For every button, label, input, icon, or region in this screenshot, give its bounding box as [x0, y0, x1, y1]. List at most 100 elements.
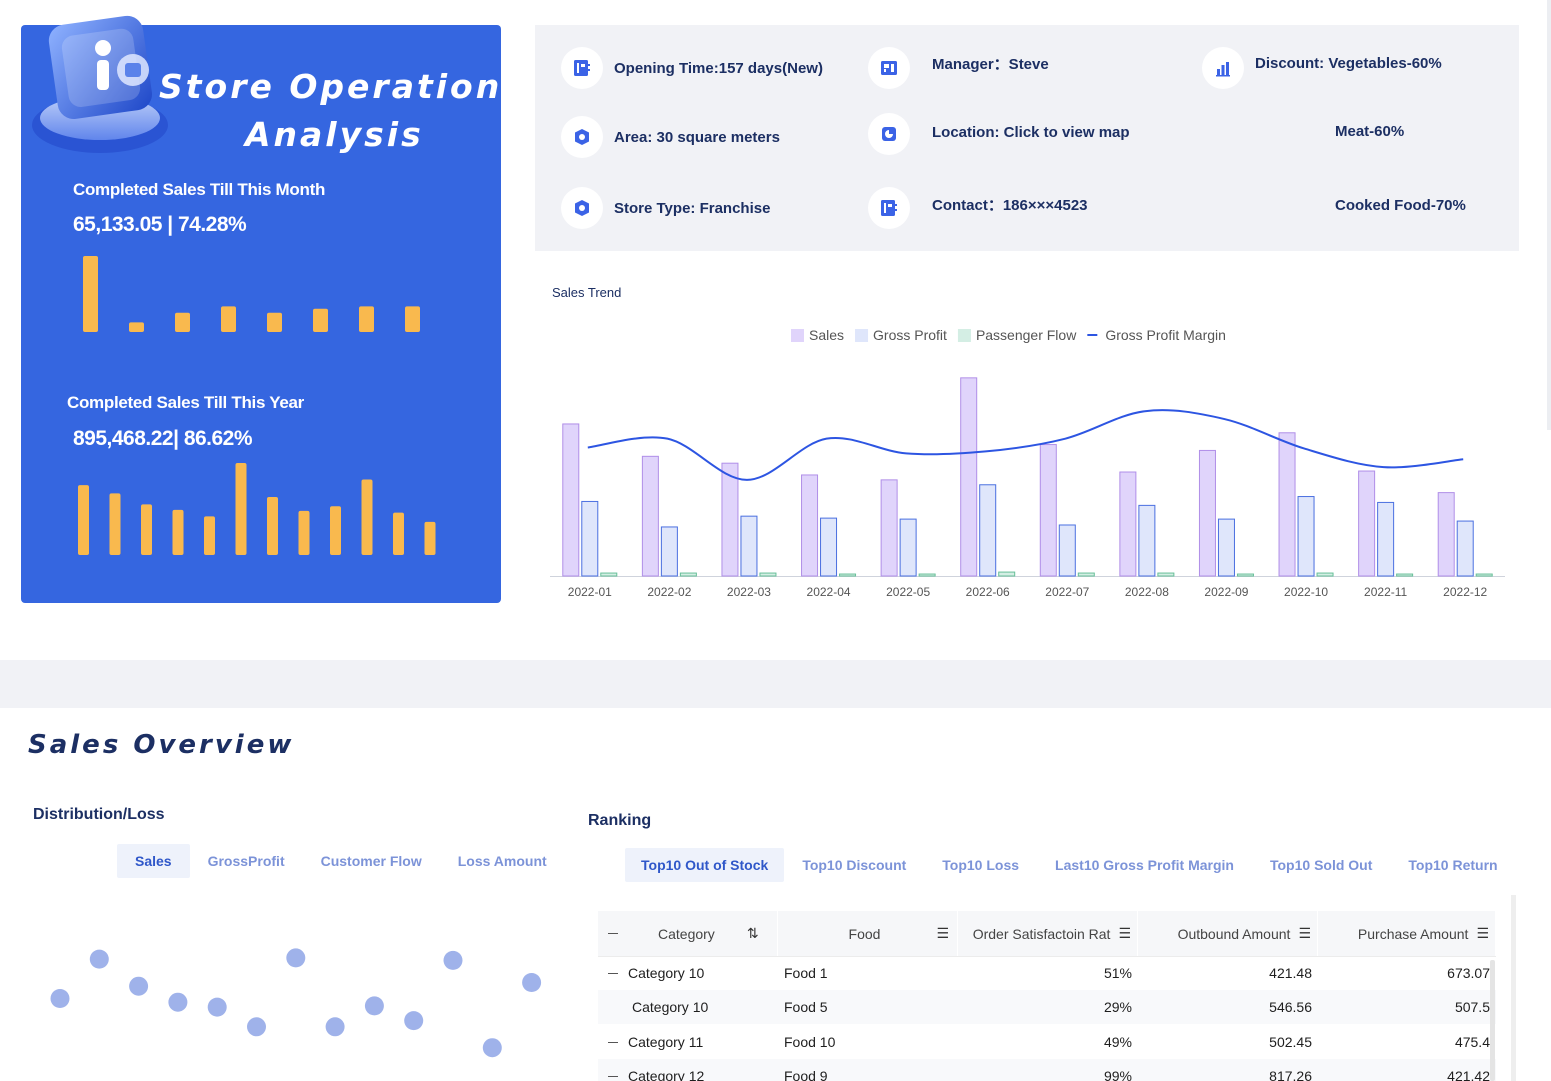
trend-bar-passenger-flow[interactable] [1475, 573, 1493, 577]
legend-item[interactable]: Passenger Flow [957, 327, 1077, 343]
trend-bar-gross-profit[interactable] [1138, 504, 1156, 577]
scatter-point[interactable] [482, 1038, 502, 1058]
tab-top10-sold-out[interactable]: Top10 Sold Out [1269, 857, 1373, 873]
scatter-point[interactable] [404, 1011, 424, 1031]
table-scrollbar[interactable] [1490, 960, 1495, 1081]
location-link[interactable]: Location: Click to view map [932, 123, 1130, 141]
x-tick-label: 2022-01 [568, 585, 612, 599]
trend-bar-gross-profit[interactable] [1297, 496, 1315, 577]
scatter-point[interactable] [89, 949, 109, 969]
trend-bar-gross-profit[interactable] [899, 518, 917, 577]
page-scrollbar-top[interactable] [1547, 0, 1551, 430]
header-outbound[interactable]: Outbound Amount ☰ [1138, 911, 1318, 956]
location-item[interactable]: Location: Click to view map [868, 113, 1130, 155]
tab-top10-discount[interactable]: Top10 Discount [802, 857, 907, 873]
tab-last10-gross-profit-margin[interactable]: Last10 Gross Profit Margin [1055, 857, 1234, 873]
trend-bar-passenger-flow[interactable] [600, 572, 618, 577]
tab-top10-return[interactable]: Top10 Return [1408, 857, 1498, 873]
scatter-point[interactable] [522, 973, 542, 993]
table-row[interactable]: Category 10 Food 1 51% 421.48 673.07 [598, 956, 1496, 990]
legend-item[interactable]: Gross Profit Margin [1087, 327, 1226, 343]
table-row[interactable]: Category 10 Food 5 29% 546.56 507.5 [598, 990, 1496, 1024]
settings-badge-icon [561, 116, 603, 158]
header-category[interactable]: Category ⇅ [598, 911, 778, 956]
trend-bar-passenger-flow[interactable] [1236, 573, 1254, 577]
sort-icon[interactable]: ☰ [1298, 925, 1311, 941]
sales-trend-chart: Sales Gross Profit Passenger Flow Gross Pro… [550, 327, 1505, 599]
trend-bar-sales[interactable] [562, 423, 580, 577]
trend-bar-sales[interactable] [1039, 444, 1057, 577]
header-food[interactable]: Food ☰ [778, 911, 958, 956]
trend-bar-passenger-flow[interactable] [679, 572, 697, 577]
trend-bar-passenger-flow[interactable] [1316, 572, 1334, 577]
trend-bar-passenger-flow[interactable] [918, 573, 936, 577]
bar-chart-icon [1202, 47, 1244, 89]
trend-bar-sales[interactable] [1278, 432, 1296, 577]
sort-icon[interactable]: ☰ [936, 925, 949, 941]
tab-gross-profit[interactable]: GrossProfit [207, 853, 285, 869]
tab-loss-amount[interactable]: Loss Amount [457, 853, 547, 869]
scatter-point[interactable] [50, 989, 70, 1008]
ranking-scrollbar[interactable] [1511, 895, 1516, 1081]
trend-bar-gross-profit[interactable] [820, 517, 838, 577]
tab-sales[interactable]: Sales [117, 844, 190, 878]
sort-asc-icon[interactable]: ⇅ [746, 925, 759, 941]
scatter-point[interactable] [207, 997, 227, 1017]
collapse-all-icon[interactable] [608, 933, 618, 934]
tab-top10-out-of-stock[interactable]: Top10 Out of Stock [625, 848, 785, 882]
collapse-icon[interactable] [608, 1041, 618, 1043]
scatter-point[interactable] [364, 996, 384, 1016]
opening-time-text: Opening Time:157 days(New) [614, 59, 823, 77]
trend-bar-sales[interactable] [1198, 449, 1216, 577]
gross-profit-margin-line[interactable] [587, 409, 1464, 481]
header-purchase[interactable]: Purchase Amount ☰ [1318, 911, 1496, 956]
trend-bar-gross-profit[interactable] [1456, 520, 1474, 577]
trend-bar-sales[interactable] [641, 455, 659, 577]
trend-bar-sales[interactable] [721, 462, 739, 577]
scatter-point[interactable] [443, 950, 463, 970]
tab-customer-flow[interactable]: Customer Flow [320, 853, 422, 869]
month-sales-bar [267, 312, 282, 332]
trend-bar-sales[interactable] [960, 377, 978, 577]
trend-bar-gross-profit[interactable] [740, 515, 758, 577]
food-cell: Food 9 [784, 1068, 828, 1081]
table-row[interactable]: Category 11 Food 10 49% 502.45 475.4 [598, 1025, 1496, 1059]
trend-bar-passenger-flow[interactable] [1396, 573, 1414, 577]
scatter-point[interactable] [168, 992, 188, 1012]
trend-bar-gross-profit[interactable] [1058, 524, 1076, 577]
discount-cooked-text: Cooked Food-70% [1335, 197, 1466, 214]
trend-bar-gross-profit[interactable] [979, 484, 997, 577]
legend-item[interactable]: Gross Profit [855, 327, 947, 343]
x-tick-label: 2022-09 [1204, 585, 1248, 599]
trend-bar-passenger-flow[interactable] [839, 573, 857, 577]
trend-bar-gross-profit[interactable] [660, 526, 678, 577]
category-cell: Category 10 [632, 999, 709, 1015]
trend-bar-passenger-flow[interactable] [759, 572, 777, 577]
trend-bar-passenger-flow[interactable] [1157, 572, 1175, 577]
trend-bar-passenger-flow[interactable] [998, 571, 1016, 577]
collapse-icon[interactable] [608, 972, 618, 974]
trend-bar-gross-profit[interactable] [1217, 518, 1235, 577]
scatter-point[interactable] [286, 948, 306, 968]
trend-bar-sales[interactable] [1437, 492, 1455, 577]
table-row[interactable]: Category 12 Food 9 99% 817.26 421.42 [598, 1059, 1496, 1081]
tab-top10-loss[interactable]: Top10 Loss [942, 857, 1020, 873]
x-tick-label: 2022-04 [807, 585, 851, 599]
sort-icon[interactable]: ☰ [1118, 925, 1131, 941]
trend-bar-sales[interactable] [1119, 471, 1137, 577]
legend-label: Sales [809, 327, 844, 343]
collapse-icon[interactable] [608, 1075, 618, 1077]
trend-bar-gross-profit[interactable] [581, 500, 599, 577]
sort-icon[interactable]: ☰ [1476, 925, 1489, 941]
trend-bar-sales[interactable] [801, 474, 819, 577]
legend-swatch [855, 329, 869, 342]
scatter-point[interactable] [325, 1017, 345, 1037]
trend-bar-sales[interactable] [1358, 470, 1376, 577]
scatter-point[interactable] [129, 976, 149, 996]
trend-bar-gross-profit[interactable] [1377, 501, 1395, 577]
trend-bar-passenger-flow[interactable] [1077, 572, 1095, 577]
trend-bar-sales[interactable] [880, 479, 898, 577]
legend-item[interactable]: Sales [791, 327, 844, 343]
scatter-point[interactable] [247, 1017, 266, 1037]
header-order-rate[interactable]: Order Satisfactoin Rat ☰ [958, 911, 1138, 956]
